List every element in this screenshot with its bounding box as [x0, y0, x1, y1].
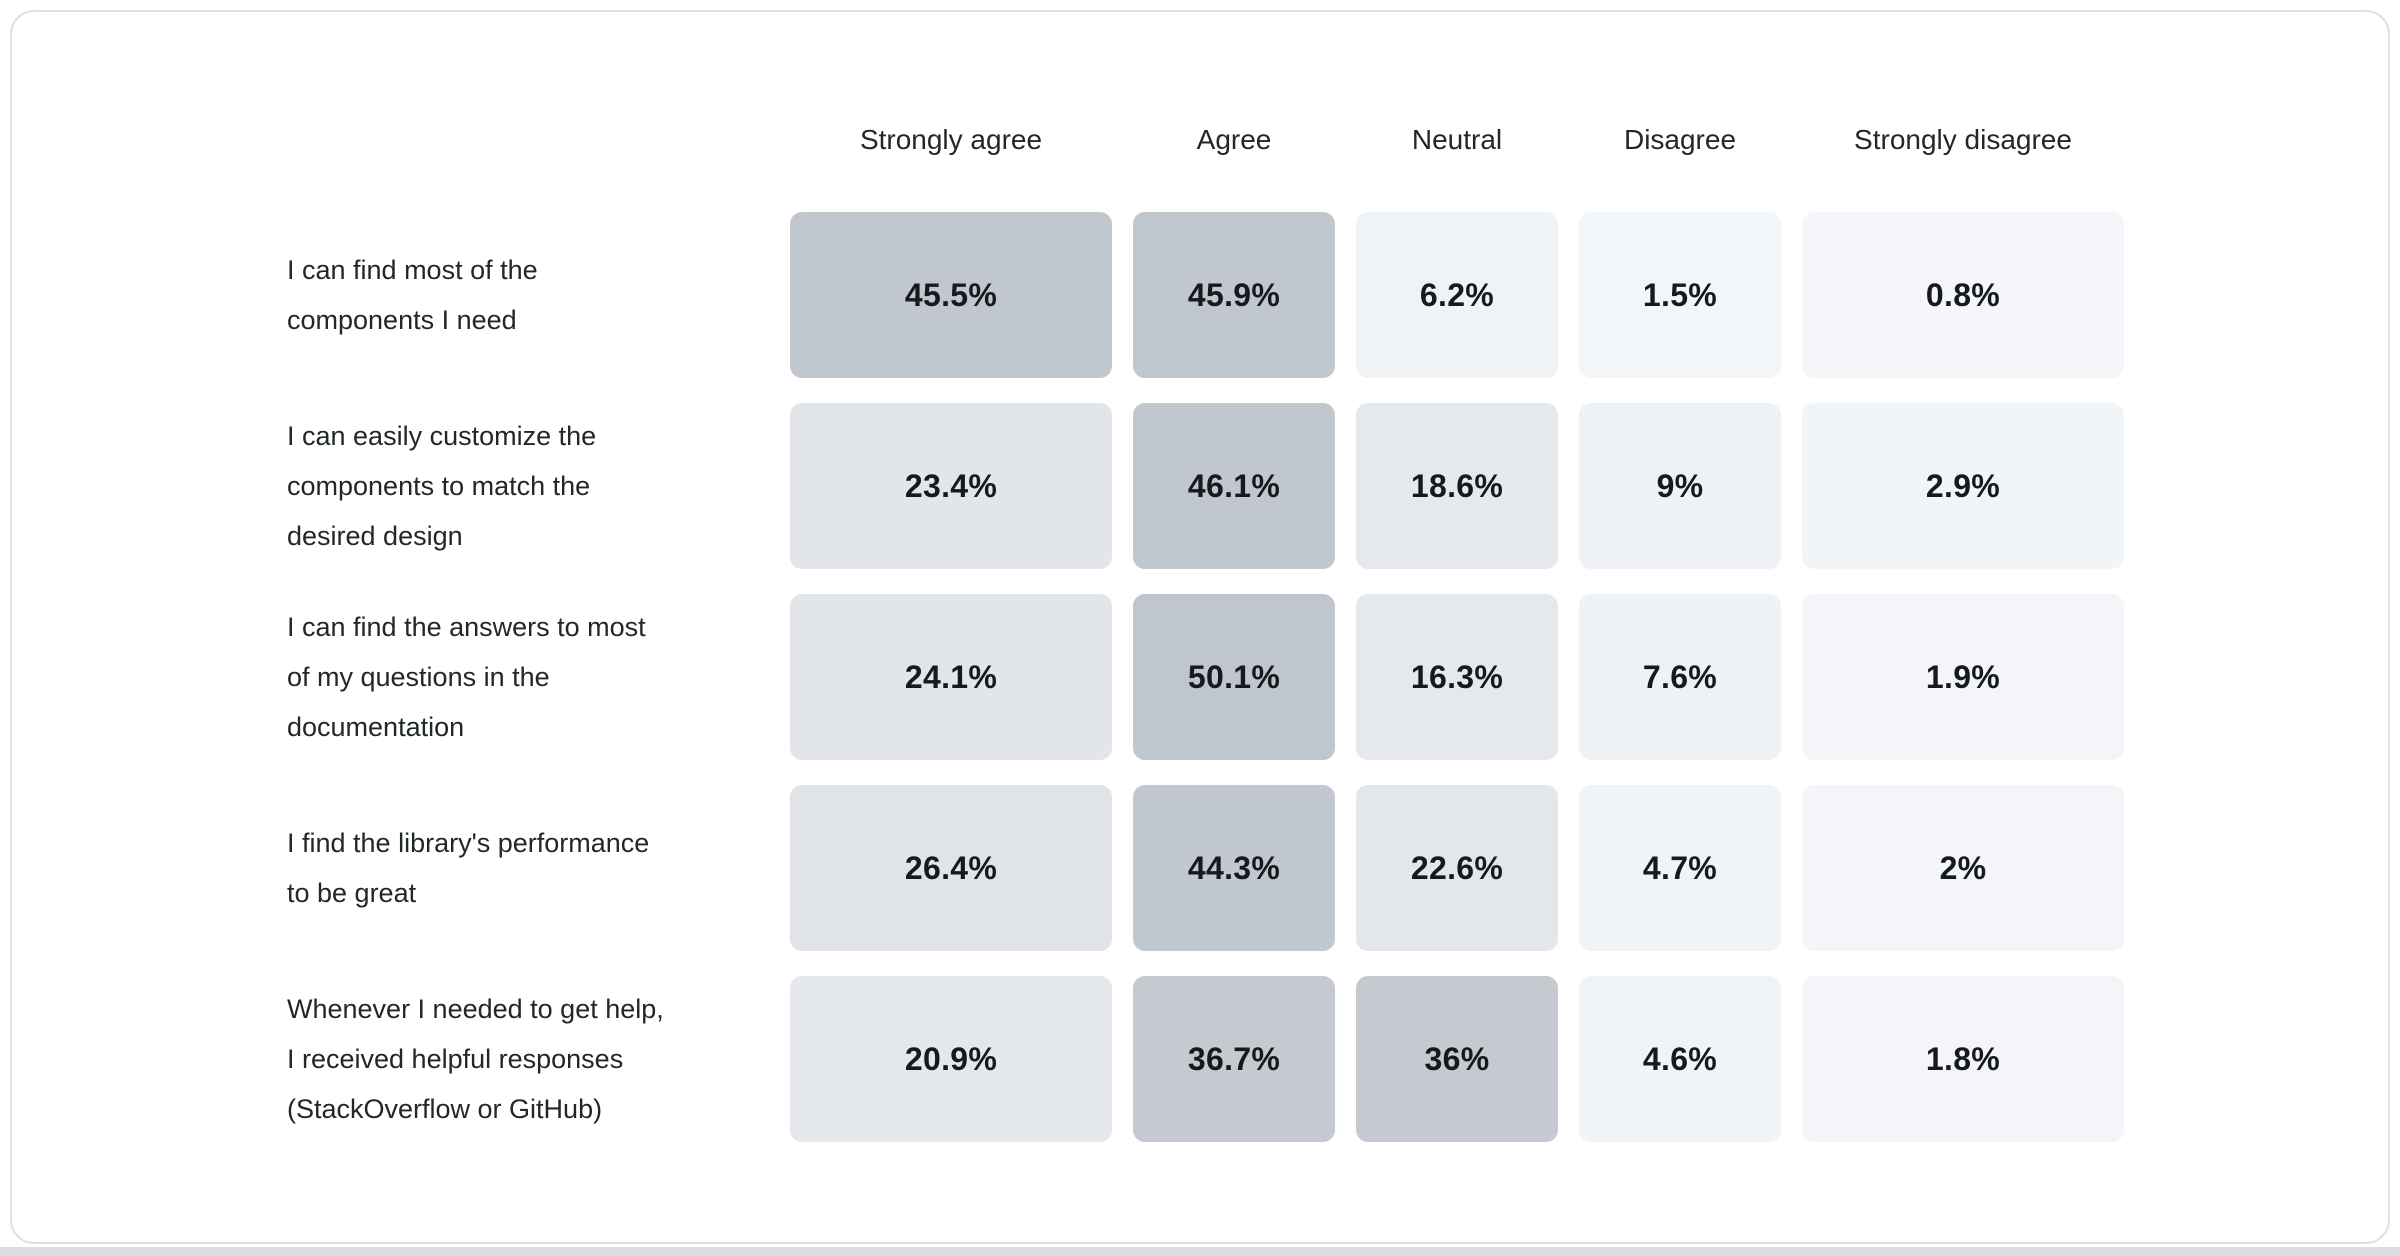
row-label-line: desired design	[287, 521, 463, 551]
row-label-line: I find the library's performance	[287, 828, 650, 858]
heatmap-cell: 45.9%	[1133, 212, 1335, 378]
heatmap-cell: 1.8%	[1802, 976, 2124, 1142]
row-label: I find the library's performance to be gr…	[277, 785, 769, 951]
row-label-line: I can find the answers to most	[287, 612, 646, 642]
row-label: I can easily customize the components to …	[277, 403, 769, 569]
row-label-line: to be great	[287, 878, 417, 908]
row-label-line: I received helpful responses	[287, 1044, 624, 1074]
window-bottom-strip	[0, 1247, 2400, 1256]
heatmap-cell: 18.6%	[1356, 403, 1558, 569]
heatmap-cell: 1.5%	[1579, 212, 1781, 378]
row-label: I can find the answers to most of my ques…	[277, 594, 769, 760]
row-label-line: I can find most of the	[287, 255, 538, 285]
heatmap-cell: 45.5%	[790, 212, 1112, 378]
heatmap-cell: 46.1%	[1133, 403, 1335, 569]
heatmap-cell: 24.1%	[790, 594, 1112, 760]
column-header-agree: Agree	[1196, 124, 1272, 155]
row-label-line: of my questions in the	[287, 662, 550, 692]
heatmap-cell: 1.9%	[1802, 594, 2124, 760]
heatmap-cell: 16.3%	[1356, 594, 1558, 760]
row-label-line: I can easily customize the	[287, 421, 597, 451]
row-label-line: (StackOverflow or GitHub)	[287, 1094, 603, 1124]
heatmap-cell: 0.8%	[1802, 212, 2124, 378]
row-label-line: documentation	[287, 712, 465, 742]
row-label-line: Whenever I needed to get help,	[287, 994, 664, 1024]
heatmap-cell: 44.3%	[1133, 785, 1335, 951]
heatmap-header-row: Strongly agree Agree Neutral Disagree St…	[277, 112, 2388, 168]
column-header-strongly-agree: Strongly agree	[859, 124, 1043, 155]
heatmap-cell: 4.7%	[1579, 785, 1781, 951]
column-header-disagree: Disagree	[1623, 124, 1737, 155]
heatmap-cell: 26.4%	[790, 785, 1112, 951]
heatmap-cell: 20.9%	[790, 976, 1112, 1142]
heatmap-cell: 22.6%	[1356, 785, 1558, 951]
survey-heatmap-card: Strongly agree Agree Neutral Disagree St…	[10, 10, 2390, 1244]
heatmap-cell: 9%	[1579, 403, 1781, 569]
heatmap-cell: 4.6%	[1579, 976, 1781, 1142]
heatmap-cell: 2%	[1802, 785, 2124, 951]
header-spacer	[277, 112, 769, 168]
column-header-neutral: Neutral	[1411, 124, 1503, 155]
heatmap-cell: 36.7%	[1133, 976, 1335, 1142]
row-label: I can find most of the components I need	[277, 212, 769, 378]
heatmap-cell: 2.9%	[1802, 403, 2124, 569]
heatmap-body: I can find most of the components I need 4…	[277, 212, 2388, 1142]
heatmap-cell: 6.2%	[1356, 212, 1558, 378]
heatmap-cell: 7.6%	[1579, 594, 1781, 760]
row-label-line: components I need	[287, 305, 517, 335]
row-label-line: components to match the	[287, 471, 591, 501]
column-header-strongly-disagree: Strongly disagree	[1854, 124, 2072, 155]
row-label: Whenever I needed to get help, I received…	[277, 976, 769, 1142]
heatmap-cell: 36%	[1356, 976, 1558, 1142]
heatmap-cell: 23.4%	[790, 403, 1112, 569]
heatmap-cell: 50.1%	[1133, 594, 1335, 760]
